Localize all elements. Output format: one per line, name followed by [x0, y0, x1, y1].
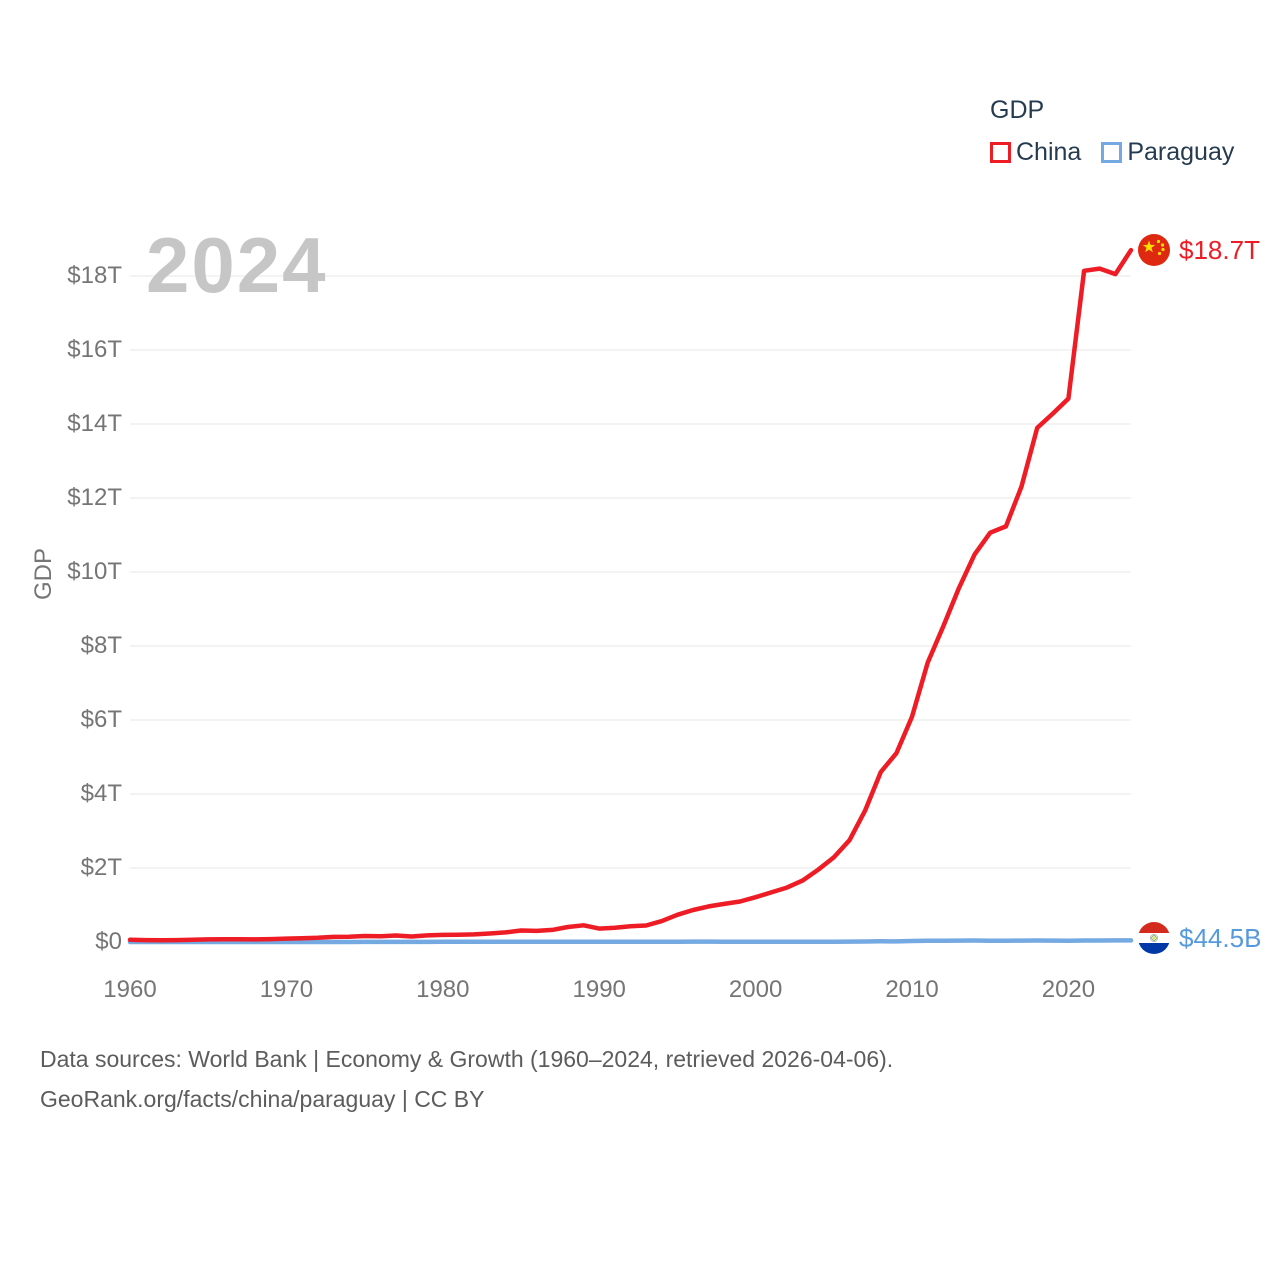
legend: GDP China Paraguay	[990, 96, 1234, 167]
china-line	[127, 247, 1134, 943]
paraguay-flag-icon	[1138, 922, 1170, 954]
legend-title: GDP	[990, 96, 1045, 124]
china-end-label: $18.7T	[1138, 234, 1260, 266]
paraguay-series-swatch	[1101, 142, 1123, 163]
y-tick-label: $16T	[67, 336, 122, 363]
china-series-swatch	[990, 142, 1011, 163]
y-tick-label: $18T	[67, 262, 122, 289]
x-tick-label: 2010	[885, 976, 939, 1003]
y-tick-label: $2T	[80, 854, 122, 881]
x-tick-label: 2020	[1041, 976, 1096, 1003]
y-tick-label: $6T	[80, 706, 122, 733]
x-tick-label: 2000	[728, 976, 783, 1003]
legend-item-china[interactable]: China	[990, 138, 1081, 167]
y-tick-label: $0	[95, 928, 122, 955]
y-tick-label: $10T	[67, 558, 122, 585]
watermark-year: 2024	[146, 221, 328, 309]
legend-item-china-label: China	[1016, 138, 1082, 166]
paraguay-end-value: $44.5B	[1179, 923, 1262, 953]
x-tick-label: 1970	[259, 976, 314, 1003]
footer-attribution: GeoRank.org/facts/china/paraguay | CC BY	[40, 1086, 485, 1112]
china-end-value: $18.7T	[1179, 235, 1260, 265]
x-tick-label: 1990	[572, 976, 626, 1003]
legend-items: China Paraguay	[990, 138, 1234, 167]
footer-data-sources: Data sources: World Bank | Economy & Gro…	[40, 1046, 894, 1072]
paraguay-end-label: $44.5B	[1138, 922, 1261, 954]
legend-item-paraguay-label: Paraguay	[1127, 138, 1235, 166]
y-tick-label: $8T	[80, 632, 122, 659]
legend-item-paraguay[interactable]: Paraguay	[1101, 138, 1234, 167]
china-flag-icon	[1138, 234, 1170, 266]
y-tick-label: $14T	[67, 410, 122, 437]
paraguay-line	[127, 938, 1134, 945]
x-tick-label: 1960	[103, 976, 157, 1003]
y-tick-label: $4T	[80, 780, 122, 807]
x-tick-label: 1980	[416, 976, 470, 1003]
y-tick-label: $12T	[67, 484, 122, 511]
